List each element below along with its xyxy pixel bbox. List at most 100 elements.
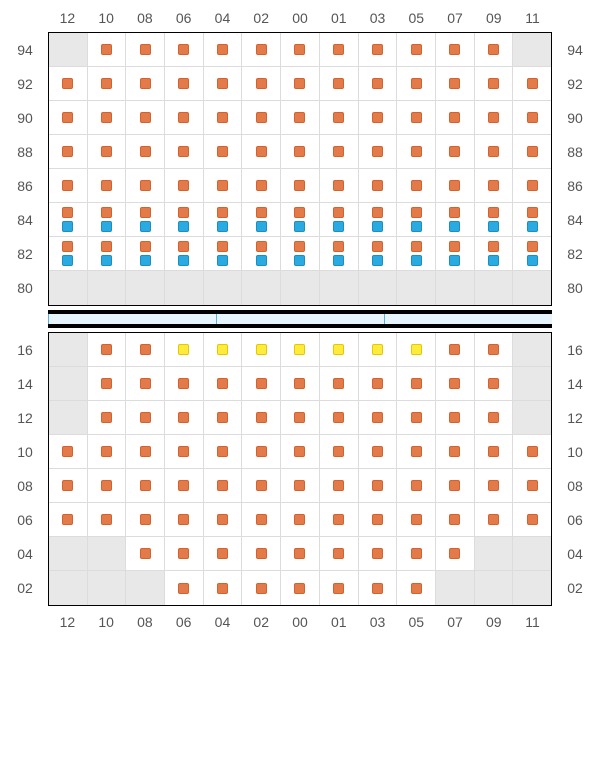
seat-available[interactable] bbox=[333, 44, 344, 55]
cell[interactable] bbox=[204, 203, 243, 237]
seat-available[interactable] bbox=[217, 583, 228, 594]
seat-available[interactable] bbox=[294, 207, 305, 218]
seat-available[interactable] bbox=[178, 112, 189, 123]
seat-available[interactable] bbox=[294, 146, 305, 157]
cell[interactable] bbox=[49, 503, 88, 537]
seat-available[interactable] bbox=[101, 344, 112, 355]
cell[interactable] bbox=[204, 333, 243, 367]
seat-available[interactable] bbox=[256, 583, 267, 594]
cell[interactable] bbox=[320, 237, 359, 271]
seat-available[interactable] bbox=[333, 446, 344, 457]
cell[interactable] bbox=[320, 135, 359, 169]
cell[interactable] bbox=[320, 435, 359, 469]
cell[interactable] bbox=[165, 333, 204, 367]
cell[interactable] bbox=[320, 169, 359, 203]
cell[interactable] bbox=[204, 135, 243, 169]
seat-available[interactable] bbox=[411, 207, 422, 218]
cell[interactable] bbox=[281, 67, 320, 101]
seat-available[interactable] bbox=[488, 241, 499, 252]
cell[interactable] bbox=[242, 401, 281, 435]
seat-available[interactable] bbox=[294, 514, 305, 525]
cell[interactable] bbox=[436, 33, 475, 67]
seat-available[interactable] bbox=[294, 583, 305, 594]
seat-available[interactable] bbox=[449, 514, 460, 525]
cell[interactable] bbox=[359, 401, 398, 435]
cell[interactable] bbox=[204, 401, 243, 435]
cell[interactable] bbox=[281, 401, 320, 435]
cell[interactable] bbox=[204, 435, 243, 469]
seat-available[interactable] bbox=[449, 412, 460, 423]
cell[interactable] bbox=[436, 537, 475, 571]
seat-available[interactable] bbox=[333, 514, 344, 525]
cell[interactable] bbox=[165, 67, 204, 101]
cell[interactable] bbox=[242, 203, 281, 237]
seat-accessible[interactable] bbox=[449, 221, 460, 232]
cell[interactable] bbox=[320, 537, 359, 571]
cell[interactable] bbox=[513, 237, 551, 271]
seat-available[interactable] bbox=[449, 378, 460, 389]
cell[interactable] bbox=[165, 401, 204, 435]
seat-available[interactable] bbox=[178, 146, 189, 157]
seat-available[interactable] bbox=[527, 446, 538, 457]
seat-accessible[interactable] bbox=[217, 221, 228, 232]
seat-accessible[interactable] bbox=[372, 255, 383, 266]
seat-available[interactable] bbox=[527, 207, 538, 218]
cell[interactable] bbox=[513, 169, 551, 203]
cell[interactable] bbox=[475, 333, 514, 367]
seat-accessible[interactable] bbox=[294, 255, 305, 266]
cell[interactable] bbox=[165, 537, 204, 571]
seat-available[interactable] bbox=[372, 112, 383, 123]
cell[interactable] bbox=[126, 101, 165, 135]
cell[interactable] bbox=[397, 135, 436, 169]
cell[interactable] bbox=[475, 435, 514, 469]
seat-available[interactable] bbox=[256, 514, 267, 525]
cell[interactable] bbox=[475, 67, 514, 101]
seat-available[interactable] bbox=[333, 78, 344, 89]
cell[interactable] bbox=[359, 135, 398, 169]
seat-available[interactable] bbox=[527, 146, 538, 157]
seat-available[interactable] bbox=[101, 207, 112, 218]
seat-available[interactable] bbox=[294, 180, 305, 191]
seat-available[interactable] bbox=[217, 112, 228, 123]
cell[interactable] bbox=[513, 203, 551, 237]
seat-available[interactable] bbox=[488, 480, 499, 491]
cell[interactable] bbox=[436, 67, 475, 101]
cell[interactable] bbox=[126, 367, 165, 401]
seat-available[interactable] bbox=[140, 44, 151, 55]
seat-available[interactable] bbox=[411, 112, 422, 123]
seat-available[interactable] bbox=[217, 412, 228, 423]
cell[interactable] bbox=[49, 169, 88, 203]
seat-available[interactable] bbox=[217, 378, 228, 389]
seat-premium[interactable] bbox=[256, 344, 267, 355]
seat-available[interactable] bbox=[411, 446, 422, 457]
cell[interactable] bbox=[88, 367, 127, 401]
seat-available[interactable] bbox=[372, 548, 383, 559]
cell[interactable] bbox=[397, 469, 436, 503]
seat-premium[interactable] bbox=[411, 344, 422, 355]
cell[interactable] bbox=[397, 67, 436, 101]
cell[interactable] bbox=[436, 333, 475, 367]
seat-available[interactable] bbox=[217, 514, 228, 525]
cell[interactable] bbox=[320, 401, 359, 435]
seat-available[interactable] bbox=[294, 446, 305, 457]
cell[interactable] bbox=[513, 101, 551, 135]
seat-accessible[interactable] bbox=[333, 221, 344, 232]
seat-available[interactable] bbox=[217, 241, 228, 252]
cell[interactable] bbox=[320, 67, 359, 101]
seat-available[interactable] bbox=[333, 241, 344, 252]
seat-available[interactable] bbox=[294, 112, 305, 123]
seat-available[interactable] bbox=[488, 207, 499, 218]
seat-available[interactable] bbox=[101, 146, 112, 157]
seat-available[interactable] bbox=[101, 180, 112, 191]
cell[interactable] bbox=[397, 401, 436, 435]
seat-available[interactable] bbox=[140, 112, 151, 123]
cell[interactable] bbox=[397, 169, 436, 203]
seat-available[interactable] bbox=[411, 583, 422, 594]
cell[interactable] bbox=[359, 333, 398, 367]
cell[interactable] bbox=[126, 135, 165, 169]
cell[interactable] bbox=[359, 503, 398, 537]
cell[interactable] bbox=[475, 401, 514, 435]
seat-available[interactable] bbox=[527, 112, 538, 123]
cell[interactable] bbox=[281, 203, 320, 237]
seat-available[interactable] bbox=[178, 446, 189, 457]
